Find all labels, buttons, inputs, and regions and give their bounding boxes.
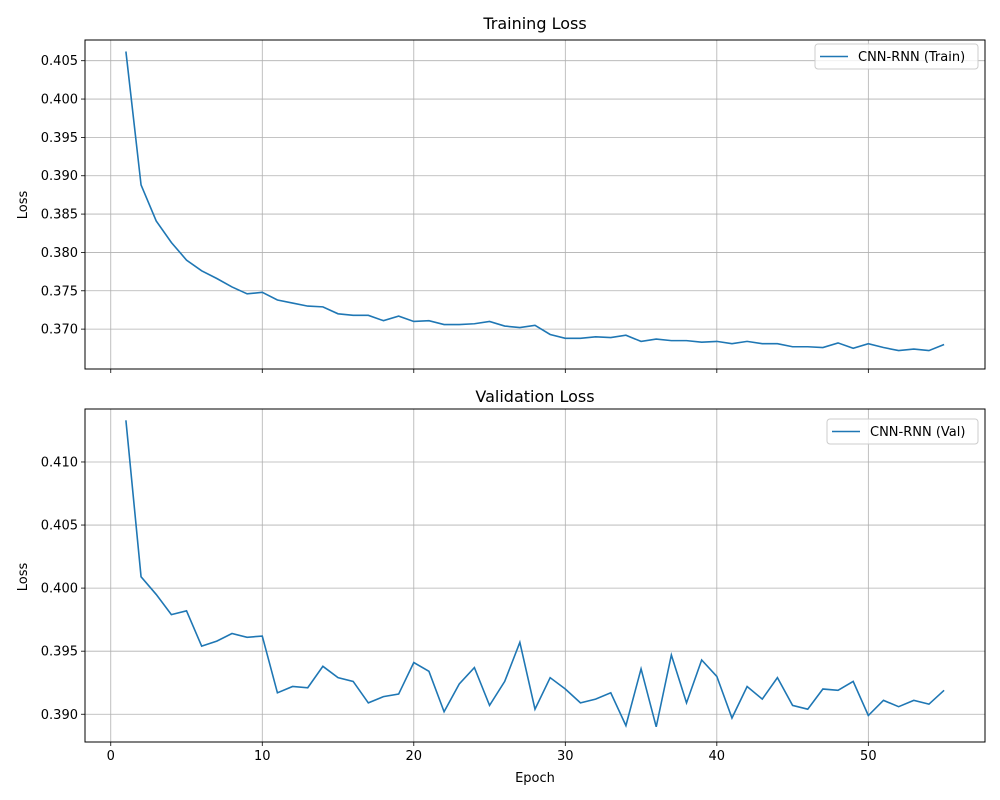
series-line-val — [125, 420, 945, 728]
legend-box — [814, 43, 979, 70]
legend-label: CNN-RNN (Val) — [870, 425, 965, 440]
y-tick-label: 0.410 — [41, 455, 78, 470]
y-axis-label: Loss — [16, 563, 31, 592]
validation-loss-panel: Validation Loss Loss Epoch 0 10 20 30 40 50 0.… — [16, 387, 986, 786]
y-tick-label: 0.380 — [41, 246, 78, 261]
y-tick-label: 0.400 — [41, 93, 78, 108]
x-axis-label: Epoch — [515, 771, 555, 786]
y-tick-label: 0.405 — [41, 519, 78, 534]
training-loss-panel: Training Loss Loss 0.370 0.375 0.380 0.385 0… — [16, 14, 986, 373]
y-tick-label: 0.370 — [41, 323, 78, 338]
y-tick-label: 0.395 — [41, 645, 78, 660]
x-tick-label: 30 — [557, 749, 574, 764]
y-tick-label: 0.390 — [41, 169, 78, 184]
y-tick-label: 0.405 — [41, 54, 78, 69]
series-line-train — [125, 51, 945, 352]
legend-label: CNN-RNN (Train) — [858, 50, 965, 65]
chart-title: Validation Loss — [475, 387, 594, 406]
axes-frame — [84, 408, 986, 743]
y-tick-label: 0.390 — [41, 708, 78, 723]
x-tick-label: 40 — [709, 749, 726, 764]
x-tick-label: 10 — [254, 749, 271, 764]
y-axis-label: Loss — [16, 191, 31, 220]
legend-box — [826, 418, 979, 445]
x-tick-label: 50 — [860, 749, 877, 764]
x-tick-label: 20 — [406, 749, 423, 764]
x-tick-label: 0 — [107, 749, 115, 764]
chart-title: Training Loss — [482, 14, 586, 33]
y-tick-label: 0.395 — [41, 131, 78, 146]
y-tick-label: 0.400 — [41, 582, 78, 597]
y-tick-label: 0.375 — [41, 284, 78, 299]
axes-frame — [84, 39, 986, 370]
legend: CNN-RNN (Train) — [814, 43, 979, 70]
legend: CNN-RNN (Val) — [826, 418, 979, 445]
y-tick-label: 0.385 — [41, 208, 78, 223]
